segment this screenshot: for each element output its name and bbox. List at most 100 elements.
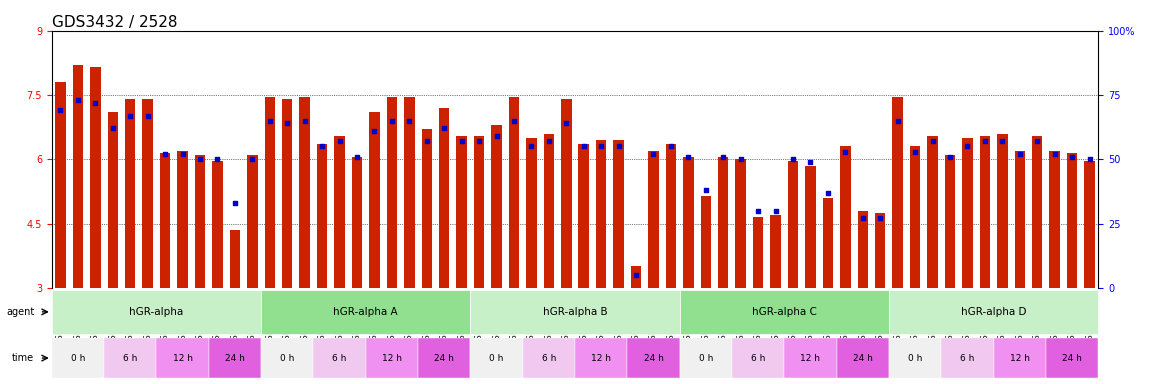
Bar	[335, 136, 345, 288]
Text: 12 h: 12 h	[172, 354, 192, 362]
FancyBboxPatch shape	[104, 338, 156, 378]
Point	[208, 156, 227, 162]
FancyBboxPatch shape	[156, 338, 209, 378]
Point	[906, 149, 925, 155]
Bar	[596, 140, 606, 288]
Text: 24 h: 24 h	[1063, 354, 1082, 362]
Bar	[544, 134, 554, 288]
Bar	[422, 129, 432, 288]
Bar	[160, 153, 170, 288]
Text: 24 h: 24 h	[435, 354, 454, 362]
Bar	[631, 266, 642, 288]
Bar	[910, 146, 920, 288]
Text: 24 h: 24 h	[853, 354, 873, 362]
Bar	[736, 159, 746, 288]
Bar	[108, 112, 118, 288]
Text: 0 h: 0 h	[699, 354, 713, 362]
Text: hGR-alpha B: hGR-alpha B	[543, 307, 607, 317]
Point	[366, 128, 384, 134]
Bar	[527, 138, 537, 288]
Point	[174, 151, 192, 157]
Bar	[718, 157, 728, 288]
Text: hGR-alpha D: hGR-alpha D	[961, 307, 1026, 317]
Bar	[352, 157, 362, 288]
Bar	[822, 198, 833, 288]
FancyBboxPatch shape	[680, 290, 889, 334]
Text: hGR-alpha: hGR-alpha	[129, 307, 184, 317]
FancyBboxPatch shape	[837, 338, 889, 378]
Bar	[491, 125, 501, 288]
Point	[923, 138, 942, 144]
Bar	[177, 151, 187, 288]
Point	[488, 133, 506, 139]
Text: agent: agent	[6, 307, 34, 317]
FancyBboxPatch shape	[522, 338, 575, 378]
Point	[941, 154, 959, 160]
Point	[452, 138, 470, 144]
Bar	[125, 99, 136, 288]
Text: 12 h: 12 h	[591, 354, 611, 362]
Bar	[997, 134, 1007, 288]
Point	[610, 143, 628, 149]
Point	[69, 97, 87, 103]
FancyBboxPatch shape	[366, 338, 419, 378]
Point	[138, 113, 156, 119]
Point	[505, 118, 523, 124]
Bar	[875, 213, 886, 288]
FancyBboxPatch shape	[313, 338, 366, 378]
Point	[225, 200, 244, 206]
Point	[975, 138, 994, 144]
Point	[592, 143, 611, 149]
Point	[784, 156, 803, 162]
FancyBboxPatch shape	[470, 338, 522, 378]
Point	[749, 208, 767, 214]
Point	[1028, 138, 1046, 144]
Bar	[805, 166, 815, 288]
Bar	[578, 144, 589, 288]
Bar	[770, 215, 781, 288]
Bar	[1014, 151, 1025, 288]
Bar	[892, 97, 903, 288]
FancyBboxPatch shape	[209, 338, 261, 378]
Point	[1080, 156, 1098, 162]
Point	[889, 118, 907, 124]
Point	[417, 138, 436, 144]
Bar	[858, 211, 868, 288]
Point	[1045, 151, 1064, 157]
Point	[539, 138, 558, 144]
Bar	[90, 67, 100, 288]
Point	[400, 118, 419, 124]
Text: 0 h: 0 h	[71, 354, 85, 362]
Bar	[386, 97, 397, 288]
Point	[435, 125, 453, 131]
Text: 12 h: 12 h	[1010, 354, 1029, 362]
Point	[121, 113, 139, 119]
FancyBboxPatch shape	[731, 338, 784, 378]
Text: 6 h: 6 h	[960, 354, 975, 362]
Text: 24 h: 24 h	[644, 354, 664, 362]
Bar	[1050, 151, 1060, 288]
Bar	[927, 136, 937, 288]
FancyBboxPatch shape	[261, 338, 313, 378]
Point	[644, 151, 662, 157]
Point	[86, 99, 105, 106]
FancyBboxPatch shape	[680, 338, 731, 378]
Point	[661, 143, 680, 149]
Point	[958, 143, 976, 149]
Bar	[649, 151, 659, 288]
FancyBboxPatch shape	[784, 338, 837, 378]
Point	[52, 108, 70, 114]
Bar	[1084, 161, 1095, 288]
Bar	[143, 99, 153, 288]
Point	[766, 208, 784, 214]
Text: time: time	[13, 353, 34, 363]
Bar	[683, 157, 693, 288]
Point	[1063, 154, 1081, 160]
Text: 6 h: 6 h	[123, 354, 138, 362]
Text: 6 h: 6 h	[332, 354, 347, 362]
Point	[313, 143, 331, 149]
Point	[470, 138, 489, 144]
Bar	[1032, 136, 1042, 288]
FancyBboxPatch shape	[994, 338, 1046, 378]
Bar	[247, 155, 258, 288]
